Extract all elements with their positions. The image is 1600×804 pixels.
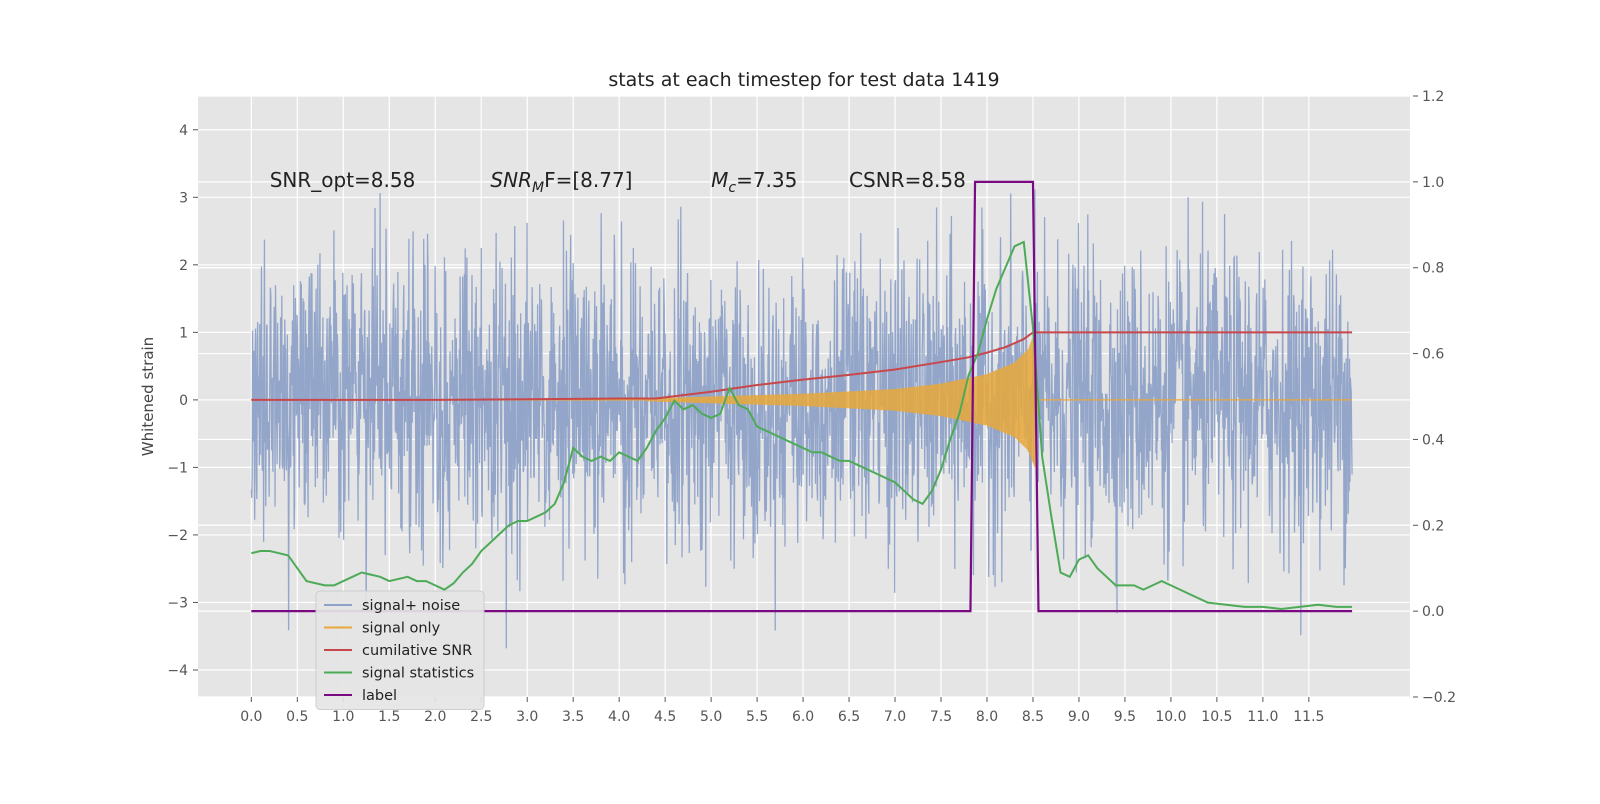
y2-tick-label: 0.2 — [1422, 518, 1444, 534]
y2-tick-label: 0.4 — [1422, 432, 1444, 448]
x-tick-label: 0.0 — [240, 709, 262, 725]
axes: 0.0 0.5 1.0 1.5 2.0 2.5 3.0 3.5 4.0 4.5 5.0 5.5 6.0 6… — [167, 89, 1456, 725]
y-tick-label: −2 — [167, 528, 188, 544]
x-tick-label: 8.5 — [1022, 709, 1044, 725]
series-signal-statistics — [251, 240, 1353, 611]
y2-tick-label: −0.2 — [1422, 690, 1456, 706]
legend-box — [315, 590, 485, 710]
x-tick-label: 4.5 — [654, 709, 676, 725]
series-label — [251, 180, 1353, 613]
legend: signal+ noise signal only cumilative SNR si… — [315, 590, 485, 710]
x-tick-label: 7.5 — [930, 709, 952, 725]
x-tick-label: 11.0 — [1247, 709, 1278, 725]
x-tick-label: 10.0 — [1155, 709, 1186, 725]
annotation-1: SNRMF=[8.77] — [490, 168, 632, 196]
y2-tick-label: 1.0 — [1422, 175, 1444, 191]
legend-label: signal+ noise — [362, 598, 460, 614]
y-tick-label: 3 — [179, 190, 188, 206]
x-tick-label: 11.5 — [1293, 709, 1324, 725]
x-tick-label: 6.0 — [792, 709, 814, 725]
y-tick-label: 4 — [179, 123, 188, 139]
legend-label: signal statistics — [362, 666, 474, 682]
y-tick-label: 0 — [179, 393, 188, 409]
x-tick-label: 0.5 — [286, 709, 308, 725]
x-tick-label: 7.0 — [884, 709, 906, 725]
annotation-3: CSNR=8.58 — [849, 168, 966, 192]
x-tick-label: 2.5 — [470, 709, 492, 725]
chart-title: stats at each timestep for test data 141… — [608, 69, 999, 91]
series-cumulative-snr — [251, 331, 1353, 401]
x-tick-label: 1.0 — [332, 709, 354, 725]
x-tick-label: 5.5 — [746, 709, 768, 725]
x-tick-label: 9.5 — [1114, 709, 1136, 725]
y-axis-label: Whitened strain — [139, 337, 157, 456]
y2-tick-label: 0.8 — [1422, 261, 1444, 277]
legend-label: label — [362, 688, 397, 704]
y-tick-label: −4 — [167, 663, 188, 679]
x-tick-label: 9.0 — [1068, 709, 1090, 725]
annotation-0: SNR_opt=8.58 — [270, 168, 416, 192]
series-signal-noise — [250, 189, 1353, 649]
x-tick-label: 10.5 — [1201, 709, 1232, 725]
y-tick-label: 1 — [179, 325, 188, 341]
x-tick-label: 3.0 — [516, 709, 538, 725]
annotation-2: Mc=7.35 — [711, 168, 797, 196]
x-tick-label: 5.0 — [700, 709, 722, 725]
y2-tick-label: 0.6 — [1422, 347, 1444, 363]
y-tick-label: 2 — [179, 258, 188, 274]
y2-tick-label: 1.2 — [1422, 89, 1444, 105]
y2-tick-label: 0.0 — [1422, 604, 1444, 620]
legend-label: cumilative SNR — [362, 643, 472, 659]
x-tick-label: 4.0 — [608, 709, 630, 725]
y-tick-label: −1 — [167, 460, 188, 476]
x-tick-label: 6.5 — [838, 709, 860, 725]
data-layer — [250, 180, 1353, 649]
annotations: SNR_opt=8.58 SNRMF=[8.77] Mc=7.35 CSNR=8.58 — [270, 168, 966, 196]
y-tick-label: −3 — [167, 595, 188, 611]
x-tick-label: 8.0 — [976, 709, 998, 725]
x-tick-label: 1.5 — [378, 709, 400, 725]
x-tick-label: 3.5 — [562, 709, 584, 725]
x-tick-label: 2.0 — [424, 709, 446, 725]
legend-label: signal only — [362, 621, 441, 637]
